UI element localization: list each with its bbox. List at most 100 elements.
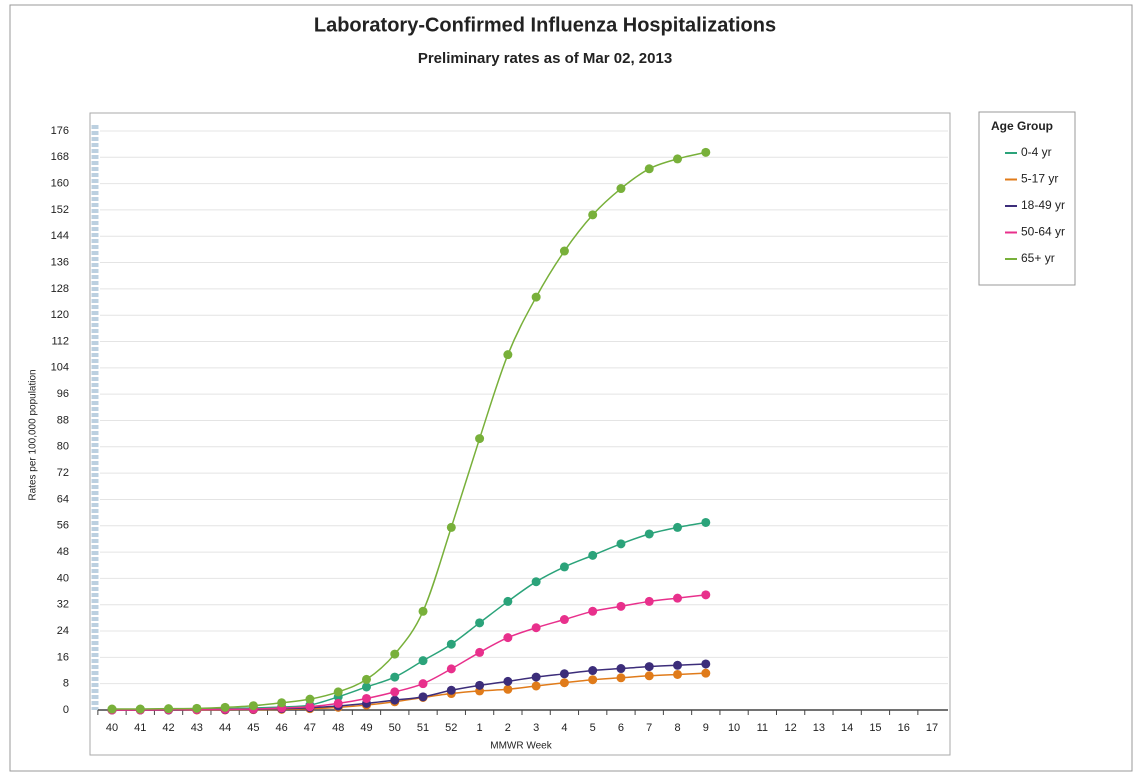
y-tick-label: 64 [57, 493, 69, 505]
data-point [446, 664, 456, 674]
y-tick-label: 160 [51, 178, 69, 190]
x-tick-label: 12 [784, 722, 796, 734]
data-point [333, 687, 343, 697]
data-point [418, 679, 428, 689]
x-tick-label: 1 [477, 722, 483, 734]
data-point [616, 664, 626, 674]
y-tick-label: 176 [51, 125, 69, 137]
y-tick-label: 120 [51, 309, 69, 321]
data-point [644, 529, 654, 539]
data-point [701, 147, 711, 157]
x-tick-label: 50 [389, 722, 401, 734]
y-tick-label: 40 [57, 572, 69, 584]
data-point [475, 647, 485, 657]
data-point [418, 656, 428, 666]
y-axis-label: Rates per 100,000 population [28, 369, 39, 500]
data-point [503, 596, 513, 606]
data-point [135, 704, 145, 714]
data-point [503, 633, 513, 643]
data-point [673, 522, 683, 532]
x-tick-label: 49 [360, 722, 372, 734]
chart-title: Laboratory-Confirmed Influenza Hospitali… [314, 14, 776, 36]
data-point [673, 593, 683, 603]
data-point [559, 678, 569, 688]
x-tick-label: 2 [505, 722, 511, 734]
y-tick-label: 104 [51, 362, 69, 374]
data-point [701, 590, 711, 600]
legend-label: 5-17 yr [1021, 172, 1058, 186]
data-point [418, 692, 428, 702]
y-tick-label: 0 [63, 704, 69, 716]
y-tick-label: 168 [51, 151, 69, 163]
y-tick-label: 32 [57, 599, 69, 611]
data-point [701, 668, 711, 678]
data-point [673, 660, 683, 670]
legend-label: 50-64 yr [1021, 225, 1065, 239]
series-line [111, 521, 706, 711]
x-tick-label: 43 [191, 722, 203, 734]
data-point [248, 701, 258, 711]
data-point [531, 292, 541, 302]
x-tick-label: 48 [332, 722, 344, 734]
legend-label: 18-49 yr [1021, 198, 1065, 212]
data-point [644, 662, 654, 672]
data-point [644, 596, 654, 606]
data-point [390, 687, 400, 697]
legend-label: 0-4 yr [1021, 145, 1052, 159]
outer-frame [9, 4, 1133, 772]
data-point [559, 669, 569, 679]
y-tick-label: 112 [51, 335, 69, 347]
data-point [588, 550, 598, 560]
series-line [111, 594, 706, 711]
legend-box [978, 111, 1076, 286]
x-tick-label: 40 [106, 722, 118, 734]
data-point [559, 246, 569, 256]
x-tick-label: 47 [304, 722, 316, 734]
x-axis-label: MMWR Week [490, 741, 552, 752]
x-tick-label: 51 [417, 722, 429, 734]
y-tick-label: 128 [51, 283, 69, 295]
y-tick-label: 80 [57, 441, 69, 453]
x-tick-label: 15 [869, 722, 881, 734]
data-point [616, 673, 626, 683]
y-tick-label: 144 [51, 230, 69, 242]
x-tick-label: 9 [703, 722, 709, 734]
data-point [446, 522, 456, 532]
data-point [503, 684, 513, 694]
y-tick-label: 136 [51, 256, 69, 268]
x-tick-label: 8 [674, 722, 680, 734]
plot-frame [89, 112, 951, 756]
y-tick-label: 72 [57, 467, 69, 479]
x-tick-label: 13 [813, 722, 825, 734]
data-point [616, 539, 626, 549]
x-tick-label: 6 [618, 722, 624, 734]
data-point [192, 703, 202, 713]
data-point [361, 682, 371, 692]
x-tick-label: 7 [646, 722, 652, 734]
legend-label: 65+ yr [1021, 251, 1055, 265]
data-point [559, 615, 569, 625]
data-point [220, 702, 230, 712]
x-tick-label: 46 [276, 722, 288, 734]
x-tick-label: 16 [898, 722, 910, 734]
y-tick-label: 8 [63, 678, 69, 690]
y-tick-label: 152 [51, 204, 69, 216]
data-point [305, 694, 315, 704]
data-point [475, 618, 485, 628]
data-point [305, 702, 315, 712]
x-tick-label: 5 [590, 722, 596, 734]
chart-subtitle: Preliminary rates as of Mar 02, 2013 [418, 50, 672, 67]
data-point [701, 517, 711, 527]
data-point [503, 676, 513, 686]
data-point [418, 606, 428, 616]
y-tick-label: 88 [57, 414, 69, 426]
data-point [333, 698, 343, 708]
data-point [559, 562, 569, 572]
data-point [164, 704, 174, 714]
data-point [446, 685, 456, 695]
data-point [446, 639, 456, 649]
x-tick-label: 44 [219, 722, 231, 734]
data-point [588, 666, 598, 676]
x-tick-label: 3 [533, 722, 539, 734]
